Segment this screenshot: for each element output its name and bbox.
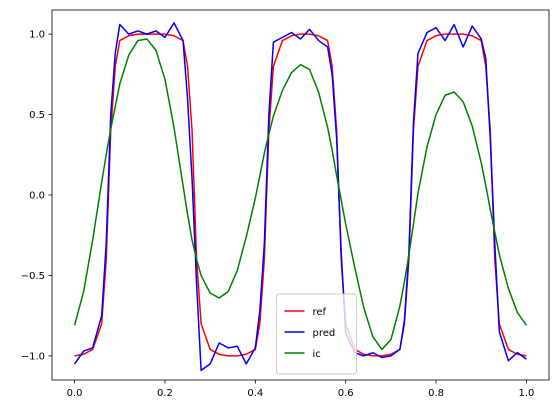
x-tick-label: 0.0 <box>67 388 83 399</box>
legend-label-ref: ref <box>313 307 327 318</box>
legend: ref pred ic <box>276 293 357 375</box>
legend-box <box>276 293 357 375</box>
series-line-ref <box>74 33 527 357</box>
x-tick-label: 1.0 <box>518 388 534 399</box>
y-tick-label: −0.5 <box>21 271 45 282</box>
y-tick-label: 0.5 <box>29 110 45 121</box>
legend-label-pred: pred <box>313 328 336 339</box>
x-axis: 0.0 0.2 0.4 0.6 0.8 1.0 <box>67 380 534 399</box>
y-tick-label: 0.0 <box>29 191 45 202</box>
y-tick-label: 1.0 <box>29 30 45 41</box>
legend-label-ic: ic <box>313 349 321 360</box>
x-tick-label: 0.6 <box>338 388 354 399</box>
x-tick-label: 0.8 <box>428 388 444 399</box>
plot-area <box>73 22 528 372</box>
y-axis: −1.0 −0.5 0.0 0.5 1.0 <box>21 30 52 362</box>
x-tick-label: 0.4 <box>247 388 263 399</box>
series-line-pred <box>73 22 527 372</box>
x-tick-label: 0.2 <box>157 388 173 399</box>
series-line-ic <box>73 38 528 351</box>
y-tick-label: −1.0 <box>21 351 45 362</box>
